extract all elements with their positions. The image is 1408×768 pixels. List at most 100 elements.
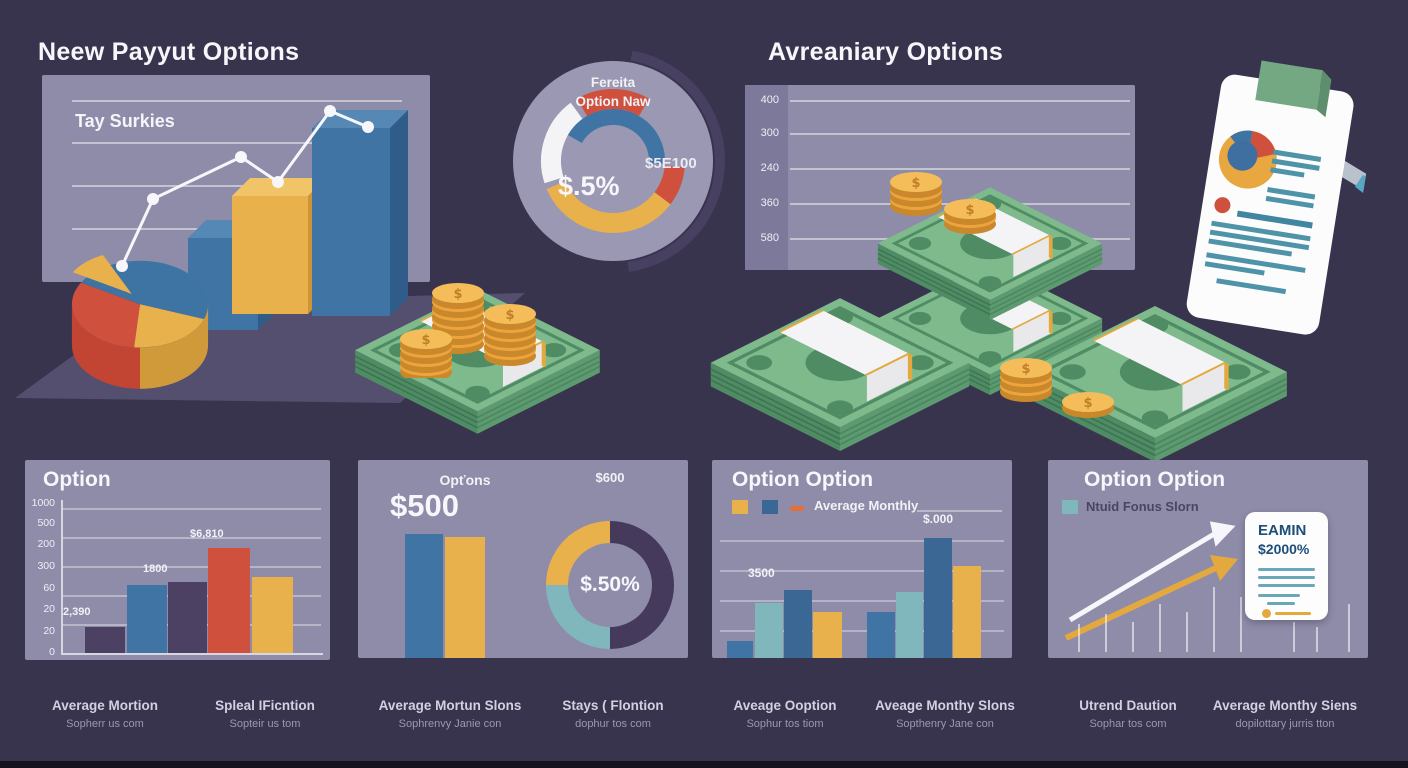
caption-block: Average Mortion Sopherr us com: [15, 698, 195, 730]
bar: [755, 603, 783, 658]
caption-subtitle: Sophar tos com: [1089, 717, 1167, 730]
amount-value: $500: [390, 488, 459, 523]
gridline: [72, 185, 402, 187]
caption-block: Aveage Monthy Slons Sopthenry Jane con: [855, 698, 1035, 730]
caption-subtitle: Sopherr us com: [66, 717, 144, 730]
card-value: $2000%: [1258, 541, 1310, 557]
chart-series-label: Tay Surkies: [75, 111, 175, 131]
y-tick: 360: [760, 197, 779, 209]
payout-donut-chart: Fereita Option Naw $.5% $5E100: [500, 45, 726, 277]
bottom-edge-bar: [0, 761, 1408, 768]
donut-side-value: $5E100: [645, 155, 697, 172]
y-tick: 1000: [31, 497, 55, 509]
gridline: [63, 566, 321, 568]
donut-label-line2: Option Naw: [575, 94, 651, 109]
panel-title: Option: [43, 468, 111, 491]
caption-subtitle: dophur tos com: [575, 717, 651, 730]
bar: [784, 590, 812, 658]
bar: [405, 534, 443, 658]
caption-block: Average Mortun Slons Sophrenvy Janie con: [360, 698, 540, 730]
earnings-card: EAMIN $2000%: [1245, 512, 1328, 620]
legend-swatch-teal: [1062, 500, 1078, 514]
caption-title: Average Mortion: [51, 698, 159, 713]
bar: [896, 592, 923, 658]
tick-line: [1105, 614, 1107, 652]
gridline: [63, 508, 321, 510]
y-tick: 200: [37, 538, 55, 550]
gridline: [720, 600, 1004, 602]
bar-label: 2,390: [63, 606, 91, 618]
caption-title: Utrend Daution: [1079, 698, 1177, 713]
y-tick: 300: [37, 560, 55, 572]
bar: [953, 566, 981, 658]
gridline: [72, 142, 402, 144]
gridline: [720, 540, 1004, 542]
gridline: [720, 570, 1004, 572]
bar: [168, 582, 207, 653]
y-tick: 0: [49, 646, 55, 658]
bottom-panel-option-option-bars: Option Option Average Monthly 3500 $.000: [712, 460, 1012, 658]
card-line: [1258, 576, 1315, 579]
card-line: [1258, 568, 1315, 571]
caption-title: Aveage Monthy Slons: [875, 698, 1015, 713]
y-tick: 20: [43, 603, 55, 615]
card-highlight-line: [1275, 612, 1311, 615]
trend-arrows-icon: [1064, 521, 1238, 640]
report-document-icon: [1163, 46, 1382, 365]
pie-chart-3d-icon: [71, 254, 209, 389]
donut-annotation: $600: [595, 470, 625, 485]
tick-line: [1132, 622, 1134, 652]
report-document-svg: [1186, 60, 1382, 335]
caption-subtitle: Sophur tos tiom: [746, 717, 824, 730]
y-tick: 500: [37, 517, 55, 529]
bar: [208, 548, 250, 653]
y-tick: 300: [760, 127, 779, 139]
caption-block: Utrend Daution Sophar tos com: [1038, 698, 1218, 730]
caption-block: Stays ( Flontion dophur tos com: [523, 698, 703, 730]
donut-center-value: $.50%: [580, 573, 640, 596]
tick-line: [1213, 587, 1215, 652]
caption-subtitle: dopilottary jurris tton: [1235, 717, 1335, 730]
caption-title: Aveage Ooption: [733, 698, 837, 713]
bar: [445, 537, 485, 658]
payout-section-title: Neew Payyut Options: [38, 38, 300, 66]
legend-label: Average Monthly: [814, 498, 919, 513]
bar-label: $6,810: [190, 528, 224, 540]
trend-line-icon: [116, 105, 374, 272]
bar: [127, 585, 167, 653]
tick-line: [1078, 624, 1080, 652]
gridline: [790, 133, 1130, 135]
summary-section-title: Avreaniary Options: [768, 38, 1004, 66]
bar: [867, 612, 895, 658]
legend-rule: [917, 510, 1002, 512]
x-axis-line: [61, 653, 323, 655]
card-line: [1258, 584, 1315, 587]
bar-label: $.000: [922, 512, 954, 526]
panel-title: Option Option: [1084, 468, 1226, 491]
small-donut-chart: $.50%: [546, 521, 674, 649]
donut-label-line1: Fereita: [590, 75, 636, 90]
caption-subtitle: Sophrenvy Janie con: [398, 717, 502, 730]
bar: [727, 641, 753, 658]
bar-label: 3500: [748, 566, 775, 580]
donut-rings-icon: [501, 49, 725, 273]
bar-label: 1800: [143, 563, 168, 575]
tick-line: [1293, 622, 1295, 652]
y-tick: 400: [760, 94, 779, 106]
caption-title: Average Monthy Siens: [1212, 698, 1358, 713]
gridline: [790, 168, 1130, 170]
caption-title: Spleal IFicntion: [215, 698, 315, 713]
panel-heading: Opťons: [439, 472, 491, 488]
bar: [924, 538, 952, 658]
y-axis-strip: [745, 85, 788, 270]
donut-hole: [568, 543, 652, 627]
card-line: [1258, 594, 1300, 597]
card-line: [1267, 602, 1295, 605]
bottom-panel-option: Option 1000 500 200 300 60 20 20 0 2,390…: [25, 460, 330, 660]
donut-center-value: $.5%: [558, 171, 620, 201]
gridline: [720, 630, 1004, 632]
y-tick: 580: [760, 232, 779, 244]
legend-dash-orange: [790, 506, 804, 511]
card-bullet-dot: [1262, 609, 1271, 618]
